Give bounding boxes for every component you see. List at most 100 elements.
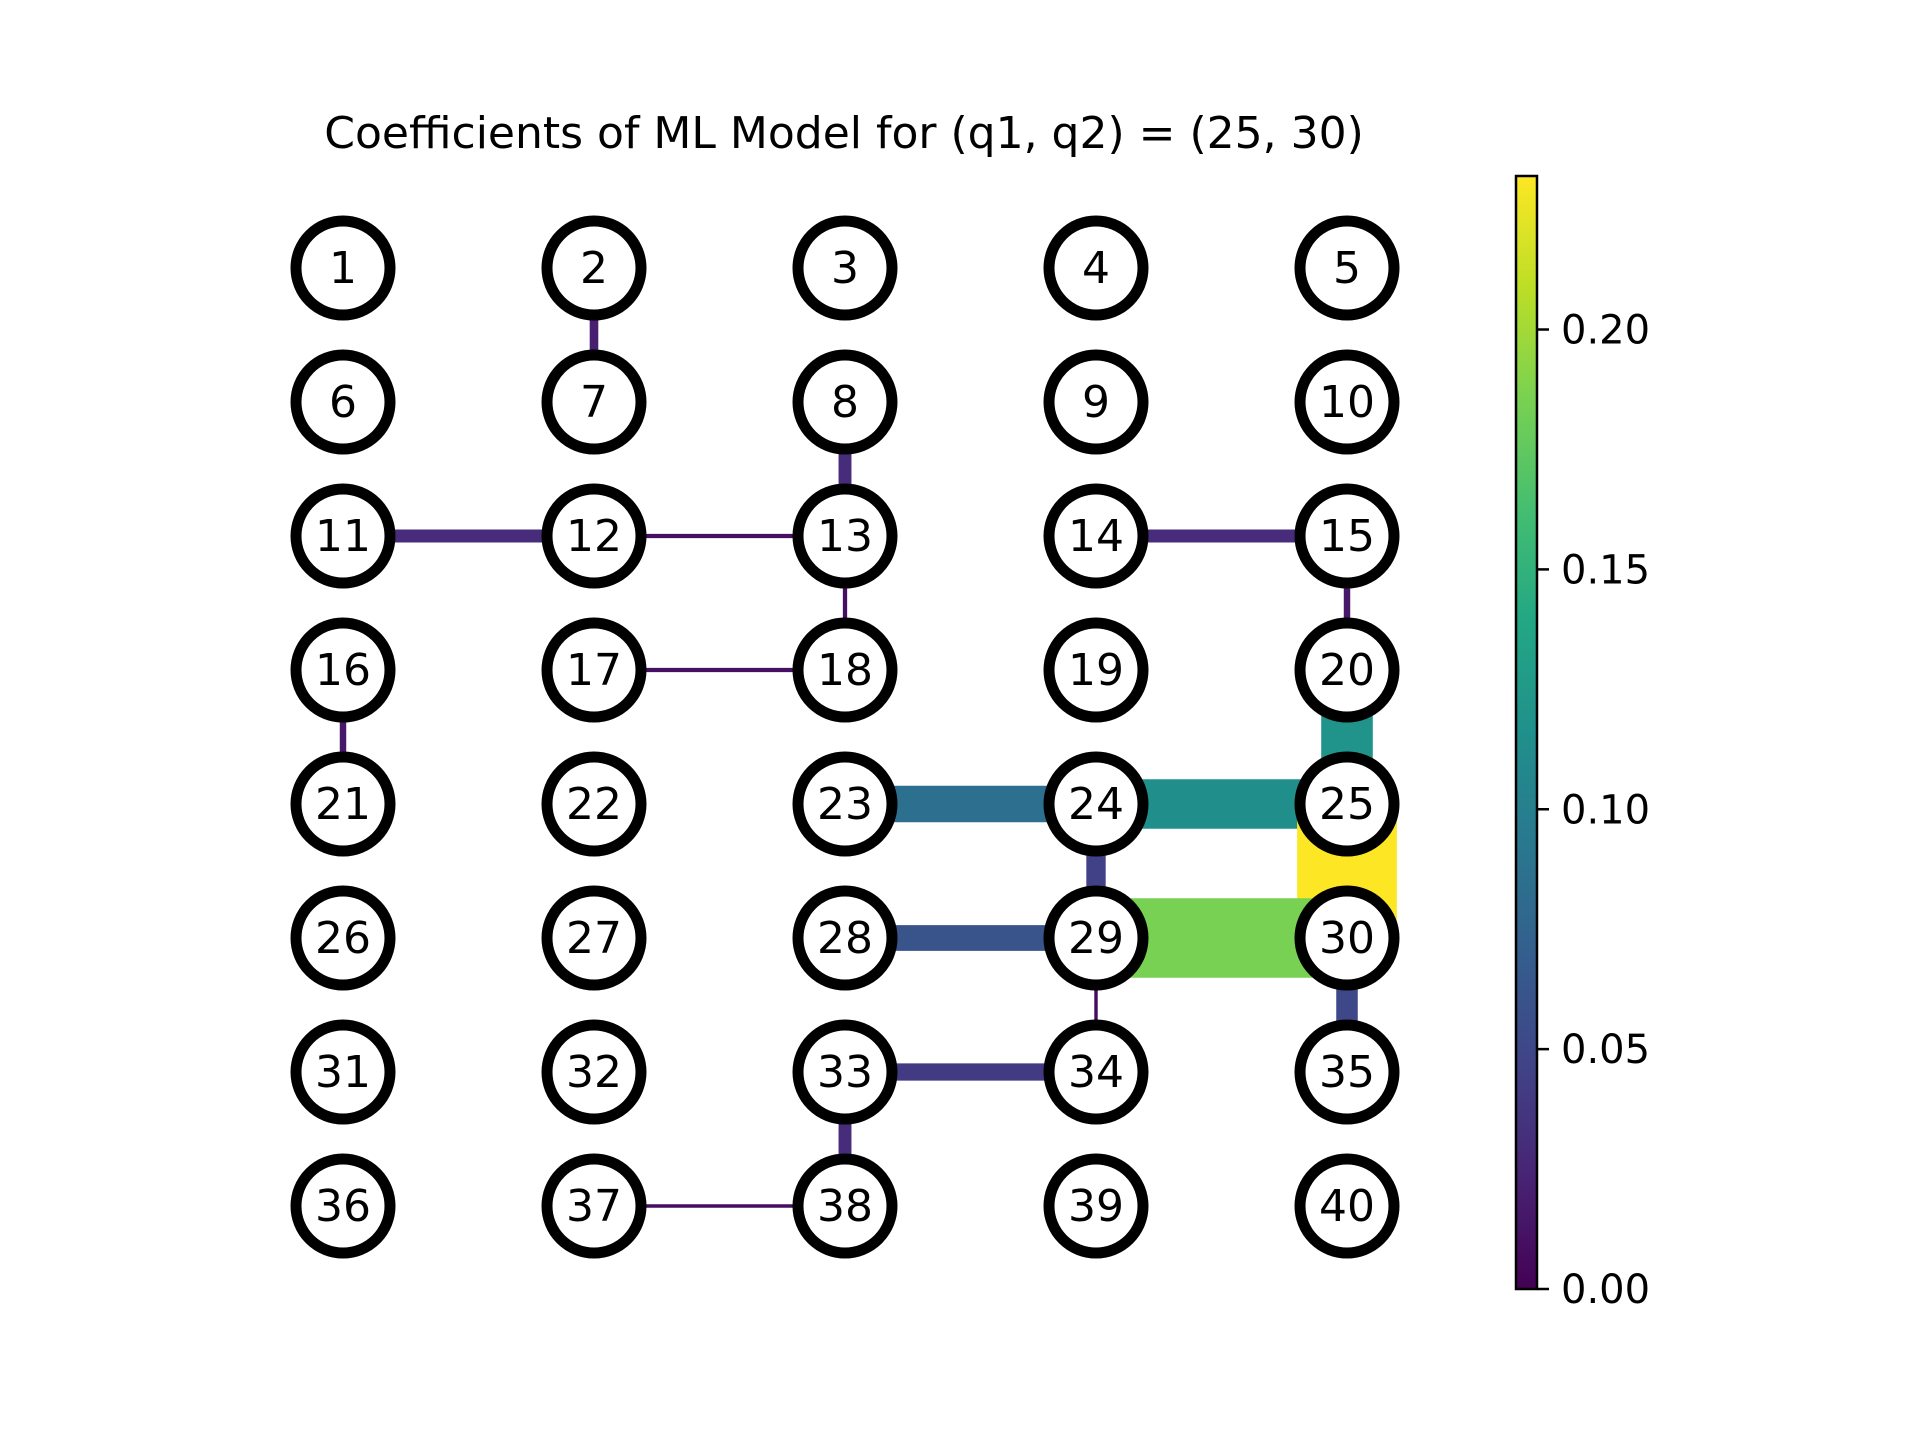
- node-label: 37: [566, 1181, 622, 1232]
- node-label: 17: [566, 645, 622, 696]
- node-label: 7: [580, 377, 608, 428]
- node-label: 9: [1082, 377, 1110, 428]
- node-label: 15: [1319, 511, 1375, 562]
- colorbar: 0.00 0.05 0.10 0.15 0.20: [1514, 174, 1650, 1313]
- node-10: 10: [1294, 349, 1400, 455]
- colorbar-tick-label: 0.00: [1561, 1267, 1650, 1313]
- node-26: 26: [290, 885, 396, 991]
- node-label: 6: [329, 377, 357, 428]
- colorbar-gradient: [1514, 174, 1539, 1291]
- node-circle: [792, 617, 898, 723]
- colorbar-tick-label: 0.15: [1561, 547, 1650, 593]
- node-circle: [290, 617, 396, 723]
- node-label: 11: [315, 511, 371, 562]
- node-circle: [290, 483, 396, 589]
- node-5: 5: [1294, 215, 1400, 321]
- node-circle: [1294, 1019, 1400, 1125]
- node-circle: [1294, 1153, 1400, 1259]
- node-circle: [541, 349, 647, 455]
- node-34: 34: [1043, 1019, 1149, 1125]
- node-14: 14: [1043, 483, 1149, 589]
- node-16: 16: [290, 617, 396, 723]
- node-label: 1: [329, 243, 357, 294]
- node-circle: [1294, 215, 1400, 321]
- node-circle: [290, 215, 396, 321]
- node-29: 29: [1043, 885, 1149, 991]
- node-circle: [792, 483, 898, 589]
- node-label: 20: [1319, 645, 1375, 696]
- node-24: 24: [1043, 751, 1149, 857]
- node-circle: [1043, 751, 1149, 857]
- node-circle: [290, 1153, 396, 1259]
- node-circle: [1043, 483, 1149, 589]
- node-label: 4: [1082, 243, 1110, 294]
- node-label: 5: [1333, 243, 1361, 294]
- node-circle: [792, 1019, 898, 1125]
- node-label: 22: [566, 779, 622, 830]
- node-20: 20: [1294, 617, 1400, 723]
- node-label: 14: [1068, 511, 1124, 562]
- node-37: 37: [541, 1153, 647, 1259]
- node-25: 25: [1294, 751, 1400, 857]
- node-circle: [541, 1019, 647, 1125]
- node-label: 24: [1068, 779, 1124, 830]
- node-label: 30: [1319, 913, 1375, 964]
- node-circle: [290, 1019, 396, 1125]
- node-18: 18: [792, 617, 898, 723]
- node-circle: [1294, 349, 1400, 455]
- node-39: 39: [1043, 1153, 1149, 1259]
- node-31: 31: [290, 1019, 396, 1125]
- node-circle: [1043, 1019, 1149, 1125]
- node-label: 26: [315, 913, 371, 964]
- node-12: 12: [541, 483, 647, 589]
- node-circle: [541, 751, 647, 857]
- node-35: 35: [1294, 1019, 1400, 1125]
- node-circle: [541, 483, 647, 589]
- node-38: 38: [792, 1153, 898, 1259]
- node-8: 8: [792, 349, 898, 455]
- node-label: 39: [1068, 1181, 1124, 1232]
- node-1: 1: [290, 215, 396, 321]
- node-circle: [290, 349, 396, 455]
- node-30: 30: [1294, 885, 1400, 991]
- node-label: 16: [315, 645, 371, 696]
- node-label: 38: [817, 1181, 873, 1232]
- node-label: 10: [1319, 377, 1375, 428]
- node-label: 28: [817, 913, 873, 964]
- colorbar-tick-label: 0.05: [1561, 1027, 1650, 1073]
- node-4: 4: [1043, 215, 1149, 321]
- node-circle: [792, 1153, 898, 1259]
- node-circle: [792, 751, 898, 857]
- node-label: 33: [817, 1047, 873, 1098]
- node-label: 18: [817, 645, 873, 696]
- node-circle: [1043, 215, 1149, 321]
- node-circle: [1294, 885, 1400, 991]
- node-15: 15: [1294, 483, 1400, 589]
- node-label: 27: [566, 913, 622, 964]
- node-27: 27: [541, 885, 647, 991]
- node-circle: [792, 885, 898, 991]
- node-circle: [1043, 349, 1149, 455]
- node-circle: [290, 751, 396, 857]
- node-33: 33: [792, 1019, 898, 1125]
- node-circle: [541, 885, 647, 991]
- node-22: 22: [541, 751, 647, 857]
- node-circle: [1294, 483, 1400, 589]
- node-19: 19: [1043, 617, 1149, 723]
- node-23: 23: [792, 751, 898, 857]
- node-label: 35: [1319, 1047, 1375, 1098]
- node-circle: [792, 215, 898, 321]
- chart-title: Coefficients of ML Model for (q1, q2) = …: [324, 108, 1364, 159]
- colorbar-tick-label: 0.10: [1561, 787, 1650, 833]
- node-40: 40: [1294, 1153, 1400, 1259]
- node-label: 36: [315, 1181, 371, 1232]
- node-label: 40: [1319, 1181, 1375, 1232]
- node-circle: [541, 617, 647, 723]
- node-label: 8: [831, 377, 859, 428]
- node-circle: [1043, 617, 1149, 723]
- node-3: 3: [792, 215, 898, 321]
- node-11: 11: [290, 483, 396, 589]
- node-32: 32: [541, 1019, 647, 1125]
- node-6: 6: [290, 349, 396, 455]
